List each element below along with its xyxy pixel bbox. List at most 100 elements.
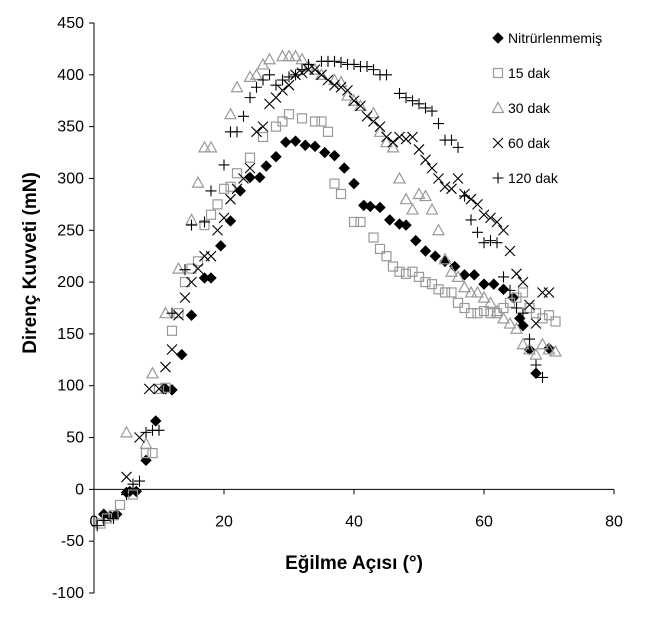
legend-marker — [492, 172, 504, 184]
data-point — [296, 64, 308, 76]
y-tick-label: 50 — [66, 430, 84, 447]
data-point — [446, 287, 457, 298]
data-point — [517, 319, 529, 332]
data-point — [381, 69, 392, 81]
data-point — [114, 499, 126, 511]
y-tick-label: 300 — [57, 170, 84, 187]
data-point — [407, 95, 418, 107]
data-point — [192, 256, 204, 267]
data-point — [361, 110, 373, 122]
data-point — [295, 52, 309, 65]
data-point — [407, 266, 418, 277]
data-point — [150, 415, 162, 427]
data-point — [459, 190, 470, 202]
data-point — [230, 80, 244, 93]
data-point — [470, 285, 485, 298]
legend-entry: Nitrürlenmemiş — [492, 30, 602, 46]
data-point — [504, 297, 516, 308]
data-point — [290, 69, 301, 81]
data-point — [319, 146, 331, 159]
data-point — [472, 308, 483, 319]
data-point — [459, 302, 470, 314]
data-point — [439, 181, 451, 193]
data-point — [498, 271, 509, 283]
plot-area: -100 -50 0 50 100 150 200 250 300 350 400 450 0 20 40… — [52, 15, 623, 602]
y-tick-label: -100 — [52, 585, 84, 602]
data-point — [420, 154, 431, 166]
legend-label: Nitrürlenmemiş — [508, 30, 602, 46]
data-point — [185, 309, 198, 321]
legend-label: 60 dak — [508, 135, 551, 151]
data-point — [400, 268, 412, 279]
data-point — [490, 304, 504, 317]
data-point — [197, 140, 212, 153]
data-point — [166, 325, 178, 336]
x-tick-label: 80 — [605, 513, 623, 530]
data-point — [431, 223, 446, 236]
legend: Nitrürlenmemiş 15 dak 30 dak 60 dak 120 dak — [491, 30, 602, 186]
data-point — [550, 316, 561, 327]
data-point — [309, 140, 321, 153]
data-point — [400, 219, 412, 231]
data-point — [335, 81, 347, 93]
data-point — [524, 299, 535, 311]
data-point — [238, 173, 249, 184]
legend-entry: 30 dak — [491, 100, 551, 116]
data-point — [353, 99, 368, 112]
data-point — [364, 200, 376, 213]
data-point — [446, 134, 457, 146]
data-point — [251, 81, 262, 93]
data-point — [483, 296, 498, 308]
data-point — [410, 234, 422, 247]
data-point — [257, 131, 269, 143]
data-point — [498, 224, 509, 236]
series-0 — [98, 135, 555, 523]
data-point — [374, 201, 386, 214]
data-point — [439, 287, 451, 298]
data-point — [379, 135, 394, 148]
data-point — [140, 454, 152, 467]
data-point — [529, 347, 543, 360]
data-point — [283, 109, 295, 120]
data-point — [342, 84, 353, 96]
data-point — [121, 471, 132, 483]
data-point — [452, 297, 464, 308]
data-point — [179, 264, 191, 276]
data-point — [244, 152, 256, 163]
y-tick-label: 400 — [57, 67, 84, 84]
data-point — [160, 382, 171, 393]
x-axis-ticks: 0 20 40 60 80 — [90, 489, 623, 530]
data-point — [542, 342, 556, 355]
data-point — [386, 140, 400, 153]
x-tick-label: 0 — [90, 513, 99, 530]
data-point — [296, 113, 308, 124]
data-point — [458, 269, 471, 281]
data-point — [314, 68, 329, 80]
data-point — [205, 209, 217, 220]
data-point — [429, 250, 441, 262]
data-point — [517, 307, 529, 319]
data-point — [186, 276, 197, 288]
legend-entry: 60 dak — [492, 135, 551, 151]
data-point — [488, 278, 500, 290]
data-point — [426, 279, 438, 290]
data-point — [288, 49, 303, 62]
data-point — [387, 261, 399, 272]
data-point — [478, 209, 490, 221]
data-point — [348, 58, 360, 70]
data-point — [496, 311, 511, 324]
data-point — [153, 383, 165, 395]
legend-marker — [492, 67, 504, 79]
data-point — [244, 92, 256, 104]
data-point — [381, 131, 392, 143]
data-point — [147, 447, 158, 459]
data-point — [433, 284, 444, 295]
data-point — [516, 337, 530, 350]
data-point — [368, 232, 379, 243]
legend-marker — [492, 32, 504, 44]
data-point — [399, 192, 413, 205]
data-point — [465, 308, 477, 319]
data-point — [98, 514, 110, 526]
data-point — [283, 79, 295, 91]
